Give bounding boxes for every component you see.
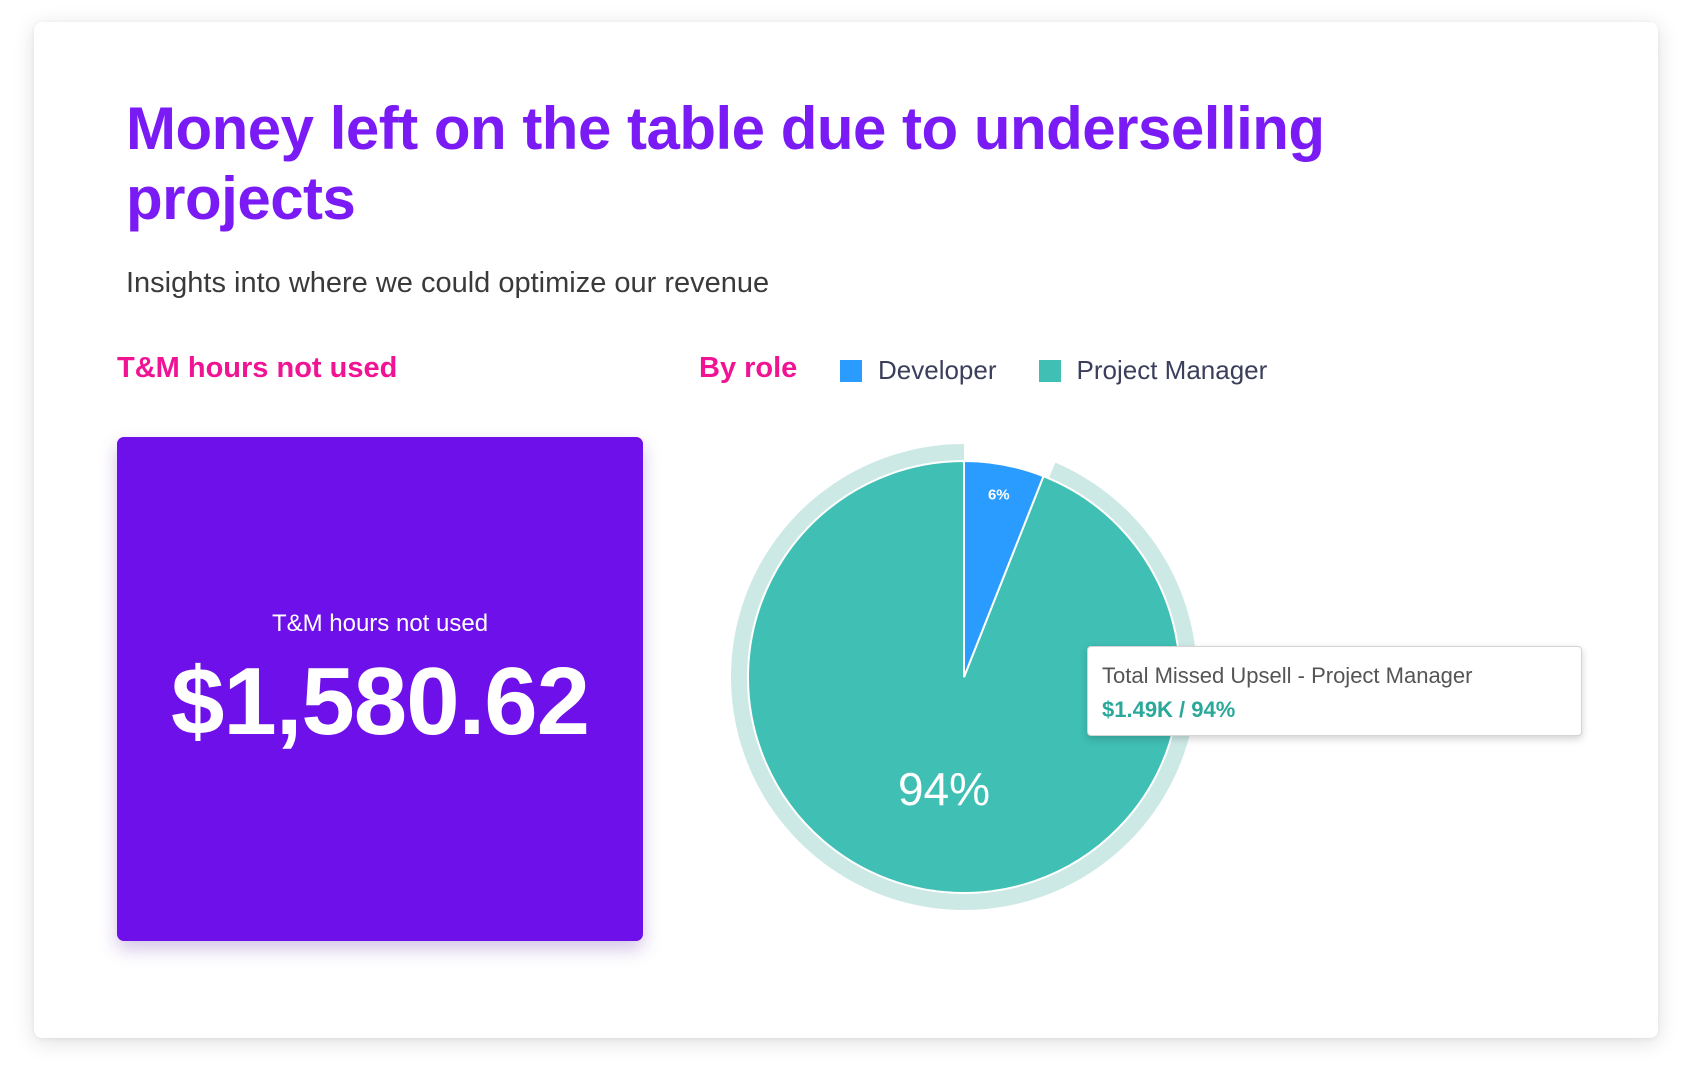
dashboard-card: Money left on the table due to undersell… — [34, 22, 1658, 1038]
legend-swatch-developer — [840, 359, 862, 382]
page-subtitle: Insights into where we could optimize ou… — [126, 267, 770, 299]
chart-tooltip: Total Missed Upsell - Project Manager $1… — [1087, 646, 1582, 736]
legend-label-developer: Developer — [878, 355, 997, 385]
page-title: Money left on the table due to undersell… — [126, 95, 1325, 232]
legend-label-project-manager: Project Manager — [1076, 355, 1268, 385]
pie-label-project-manager: 94% — [898, 763, 990, 815]
metric-tile: T&M hours not used $1,580.62 — [117, 437, 643, 941]
pie-chart: 6% 94% — [731, 444, 1197, 911]
tooltip-title: Total Missed Upsell - Project Manager — [1102, 663, 1473, 688]
legend-swatch-project-manager — [1038, 359, 1061, 382]
chart-section-label: By role — [699, 352, 798, 384]
legend-item-developer[interactable]: Developer — [840, 355, 997, 386]
chart-legend: Developer Project Manager — [840, 355, 1309, 386]
metric-value: $1,580.62 — [170, 648, 590, 755]
legend-item-project-manager[interactable]: Project Manager — [1038, 355, 1268, 386]
pie-label-developer: 6% — [988, 487, 1010, 504]
metric-section-label: T&M hours not used — [117, 352, 398, 384]
metric-caption: T&M hours not used — [271, 610, 489, 637]
tooltip-value: $1.49K / 94% — [1102, 697, 1236, 722]
pie-slice-developer[interactable] — [963, 459, 1045, 678]
